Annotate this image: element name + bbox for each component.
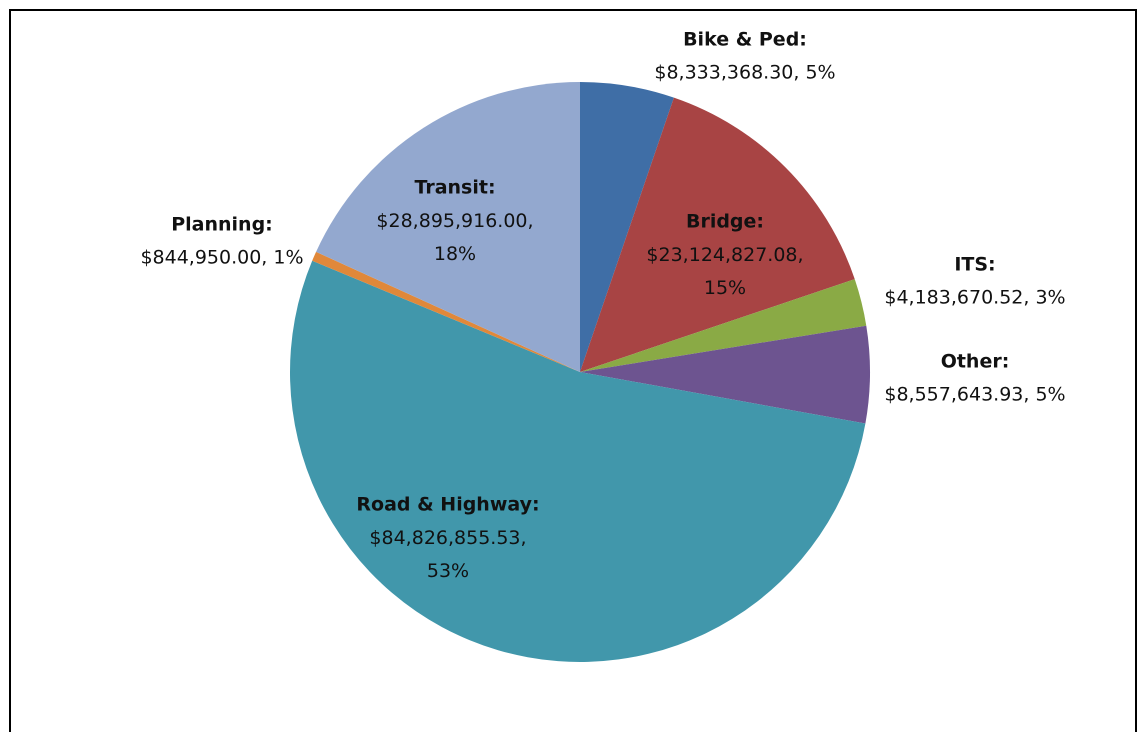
chart-border <box>9 9 1137 732</box>
slice-value-label: $844,950.00, 1% <box>140 247 303 269</box>
pie-slice <box>580 325 870 424</box>
slice-name: Other: <box>941 351 1010 373</box>
slice-value-label: $8,333,368.30, 5% <box>654 62 835 84</box>
slice-name: Bridge: <box>686 211 764 233</box>
slice-value-label: $4,183,670.52, 3% <box>884 287 1065 309</box>
slice-value-label: $28,895,916.00, 18% <box>376 210 533 265</box>
pie-slice <box>580 279 867 372</box>
slice-value-label: $8,557,643.93, 5% <box>884 384 1065 406</box>
pie-slice <box>312 251 580 372</box>
slice-name: Transit: <box>414 177 495 199</box>
pie-slice <box>580 97 855 372</box>
slice-value-label: $84,826,855.53, 53% <box>369 527 526 582</box>
slice-name: ITS: <box>954 254 995 276</box>
pie-slice <box>290 260 866 662</box>
slice-name: Road & Highway: <box>356 494 539 516</box>
slice-name: Bike & Ped: <box>683 29 807 51</box>
slice-name: Planning: <box>171 214 273 236</box>
pie-slice <box>580 82 674 372</box>
pie-slice <box>316 82 580 372</box>
slice-value-label: $23,124,827.08, 15% <box>646 244 803 299</box>
